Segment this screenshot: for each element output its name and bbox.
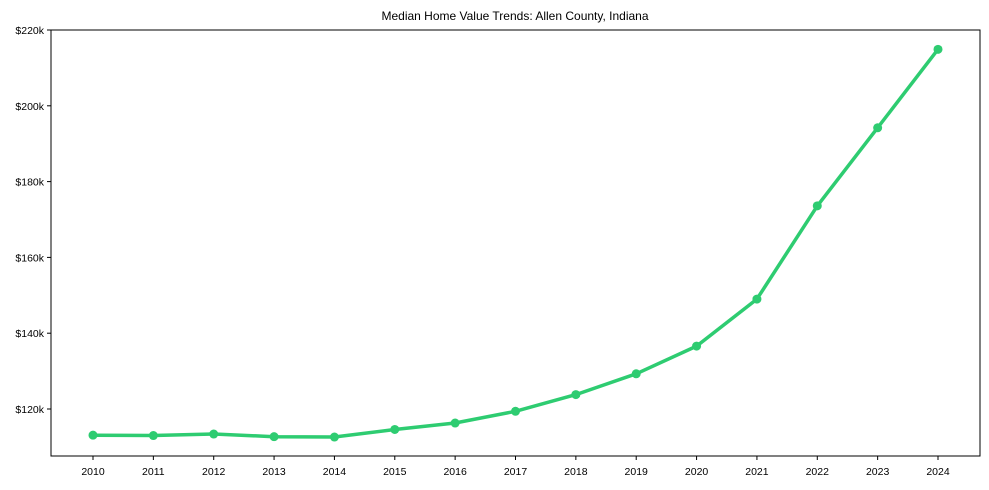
y-tick-label: $160k <box>15 252 44 264</box>
data-point-2016 <box>450 418 460 428</box>
data-point-2023 <box>873 123 883 133</box>
x-tick-label: 2019 <box>625 466 649 478</box>
x-tick-label: 2011 <box>142 466 165 478</box>
data-point-2018 <box>571 390 581 400</box>
y-tick-label: $120k <box>15 404 44 416</box>
axes-frame <box>50 29 981 457</box>
data-point-2010 <box>88 430 98 440</box>
data-point-2021 <box>752 294 762 304</box>
x-tick-label: 2022 <box>806 466 830 478</box>
y-tick-label: $220k <box>15 25 44 37</box>
x-tick-label: 2012 <box>202 466 226 478</box>
y-tick-label: $140k <box>15 328 44 340</box>
data-point-2012 <box>209 429 219 439</box>
x-tick-label: 2013 <box>262 466 286 478</box>
x-tick-label: 2021 <box>745 466 769 478</box>
x-tick-label: 2015 <box>383 466 407 478</box>
x-tick-label: 2010 <box>81 466 105 478</box>
y-tick-label: $200k <box>15 101 44 113</box>
data-point-2013 <box>269 432 279 442</box>
x-tick-label: 2016 <box>443 466 467 478</box>
data-point-markers <box>88 44 943 442</box>
plot-area: $120k$140k$160k$180k$200k$220k 2010 2011 2… <box>15 25 981 478</box>
x-tick-label: 2018 <box>564 466 588 478</box>
x-axis: 2010 2011 2012 2013 2014 2015 2016 2017 2018 2019… <box>81 456 950 478</box>
x-tick-label: 2020 <box>685 466 709 478</box>
data-point-2017 <box>511 406 520 416</box>
data-point-2020 <box>692 341 702 351</box>
x-tick-label: 2017 <box>504 466 528 478</box>
data-point-2022 <box>812 201 822 211</box>
data-point-2014 <box>329 432 339 442</box>
data-point-2011 <box>148 431 158 441</box>
data-point-2015 <box>390 424 400 434</box>
y-tick-label: $180k <box>15 177 44 189</box>
x-tick-label: 2014 <box>323 466 347 478</box>
x-tick-label: 2023 <box>866 466 890 478</box>
y-axis: $120k $140k $160k $180k $200k $220k <box>15 25 51 416</box>
chart-title: Median Home Value Trends: Allen County, … <box>381 9 648 23</box>
x-tick-label: 2024 <box>926 466 950 478</box>
data-point-2024 <box>933 44 943 54</box>
data-point-2019 <box>631 369 641 379</box>
